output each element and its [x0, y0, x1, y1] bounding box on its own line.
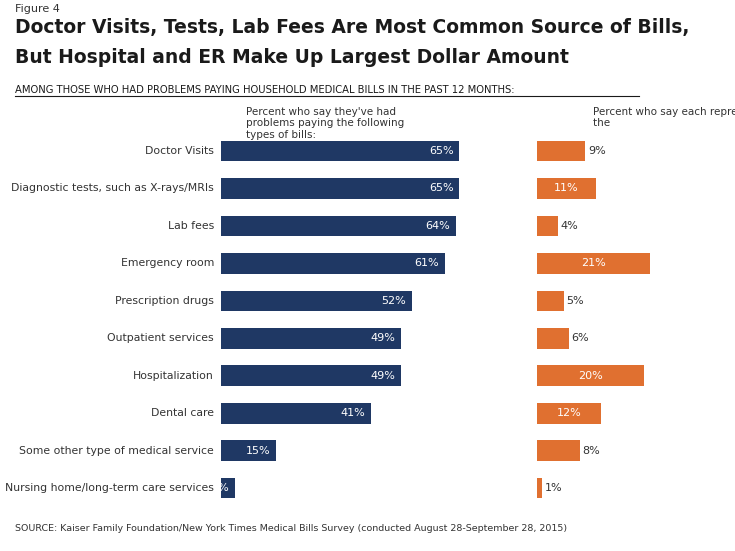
Text: 4%: 4%	[212, 483, 229, 493]
Text: But Hospital and ER Make Up Largest Dollar Amount: But Hospital and ER Make Up Largest Doll…	[15, 48, 569, 67]
Text: Figure 4: Figure 4	[15, 4, 60, 14]
Bar	[220, 290, 412, 311]
Text: Some other type of medical service: Some other type of medical service	[19, 446, 214, 456]
Text: Lab fees: Lab fees	[168, 221, 214, 231]
Text: 49%: 49%	[370, 333, 395, 343]
Text: 6%: 6%	[572, 333, 589, 343]
Bar	[537, 365, 645, 386]
Bar	[220, 215, 456, 236]
Text: Emergency room: Emergency room	[121, 258, 214, 268]
Text: Outpatient services: Outpatient services	[107, 333, 214, 343]
Text: 4%: 4%	[561, 221, 578, 231]
Bar	[220, 141, 459, 161]
Text: 5%: 5%	[566, 296, 584, 306]
Text: 11%: 11%	[554, 183, 578, 193]
Text: FOUNDATION: FOUNDATION	[656, 534, 697, 539]
Text: Hospitalization: Hospitalization	[133, 371, 214, 381]
Text: 21%: 21%	[581, 258, 606, 268]
Text: 61%: 61%	[415, 258, 440, 268]
Text: 12%: 12%	[556, 408, 581, 418]
Bar	[537, 403, 601, 424]
Bar	[537, 141, 585, 161]
Text: AMONG THOSE WHO HAD PROBLEMS PAYING HOUSEHOLD MEDICAL BILLS IN THE PAST 12 MONTH: AMONG THOSE WHO HAD PROBLEMS PAYING HOUS…	[15, 85, 514, 95]
Text: 52%: 52%	[381, 296, 406, 306]
Text: 49%: 49%	[370, 371, 395, 381]
Bar	[537, 328, 569, 349]
Text: Nursing home/long-term care services: Nursing home/long-term care services	[5, 483, 214, 493]
Bar	[537, 290, 564, 311]
Text: 9%: 9%	[588, 146, 606, 156]
Bar	[220, 440, 276, 461]
Bar	[537, 478, 542, 499]
Bar	[220, 365, 401, 386]
Bar	[220, 253, 445, 274]
Text: Percent who say each represents
the: Percent who say each represents the	[593, 107, 735, 128]
Text: THE HENRY J.: THE HENRY J.	[656, 504, 697, 510]
Text: Doctor Visits, Tests, Lab Fees Are Most Common Source of Bills,: Doctor Visits, Tests, Lab Fees Are Most …	[15, 18, 689, 37]
Text: 8%: 8%	[582, 446, 600, 456]
Bar	[537, 253, 650, 274]
Text: 15%: 15%	[245, 446, 270, 456]
Text: Dental care: Dental care	[151, 408, 214, 418]
Text: Percent who say they've had
problems paying the following
types of bills:: Percent who say they've had problems pay…	[246, 107, 405, 140]
Bar	[220, 178, 459, 199]
Text: FAMILY: FAMILY	[656, 522, 697, 532]
Text: 41%: 41%	[341, 408, 366, 418]
Bar	[537, 178, 596, 199]
Text: Diagnostic tests, such as X-rays/MRIs: Diagnostic tests, such as X-rays/MRIs	[11, 183, 214, 193]
Text: 65%: 65%	[429, 146, 453, 156]
Text: 1%: 1%	[545, 483, 562, 493]
Bar	[220, 328, 401, 349]
Text: Prescription drugs: Prescription drugs	[115, 296, 214, 306]
Bar	[220, 403, 371, 424]
Text: 64%: 64%	[426, 221, 450, 231]
Text: Doctor Visits: Doctor Visits	[145, 146, 214, 156]
Text: 65%: 65%	[429, 183, 453, 193]
Bar	[537, 440, 580, 461]
Text: KAISER: KAISER	[655, 512, 698, 522]
Bar	[537, 215, 558, 236]
Text: 20%: 20%	[578, 371, 603, 381]
Bar	[220, 478, 235, 499]
Text: SOURCE: Kaiser Family Foundation/New York Times Medical Bills Survey (conducted : SOURCE: Kaiser Family Foundation/New Yor…	[15, 525, 567, 533]
